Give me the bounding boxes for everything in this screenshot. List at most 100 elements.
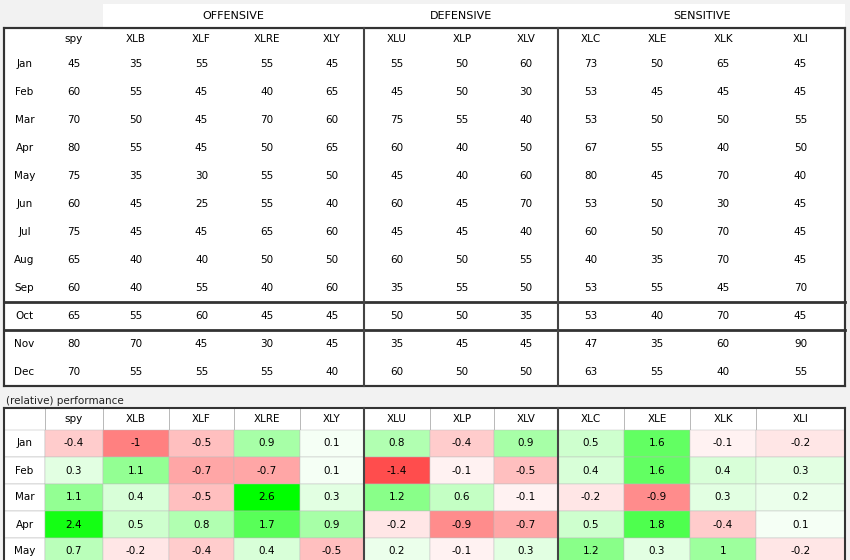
Text: Feb: Feb <box>15 465 34 475</box>
Text: XLK: XLK <box>713 34 733 44</box>
Text: -0.1: -0.1 <box>713 438 733 449</box>
Text: Oct: Oct <box>15 311 33 321</box>
Text: 45: 45 <box>195 339 208 349</box>
Text: 45: 45 <box>129 199 143 209</box>
Text: 35: 35 <box>390 339 404 349</box>
Text: 50: 50 <box>129 115 143 125</box>
Text: 0.5: 0.5 <box>128 520 144 530</box>
Text: 40: 40 <box>129 283 143 293</box>
Text: 45: 45 <box>794 59 808 69</box>
Text: 55: 55 <box>195 367 208 377</box>
Text: DEFENSIVE: DEFENSIVE <box>430 11 492 21</box>
Text: 40: 40 <box>326 367 338 377</box>
Text: Jan: Jan <box>16 438 32 449</box>
Text: 55: 55 <box>195 283 208 293</box>
Text: 70: 70 <box>794 283 807 293</box>
Text: 1.2: 1.2 <box>388 492 405 502</box>
Text: 80: 80 <box>67 143 81 153</box>
Text: spy: spy <box>65 34 83 44</box>
Text: 75: 75 <box>67 171 81 181</box>
Text: -0.1: -0.1 <box>516 492 536 502</box>
Text: 45: 45 <box>195 227 208 237</box>
Text: -1: -1 <box>131 438 141 449</box>
Text: 63: 63 <box>584 367 598 377</box>
Text: 1.1: 1.1 <box>65 492 82 502</box>
Text: 40: 40 <box>456 143 468 153</box>
Text: XLV: XLV <box>517 34 536 44</box>
Text: 45: 45 <box>456 199 468 209</box>
Text: XLI: XLI <box>792 34 808 44</box>
Text: 50: 50 <box>456 255 468 265</box>
Text: 53: 53 <box>584 311 598 321</box>
Text: -0.2: -0.2 <box>581 492 601 502</box>
Text: 0.4: 0.4 <box>128 492 144 502</box>
Text: XLC: XLC <box>581 414 601 424</box>
Text: 40: 40 <box>326 199 338 209</box>
Text: XLY: XLY <box>323 414 341 424</box>
Text: 45: 45 <box>195 143 208 153</box>
Text: 0.1: 0.1 <box>324 465 340 475</box>
Text: XLB: XLB <box>126 34 146 44</box>
Text: 45: 45 <box>195 115 208 125</box>
Text: 70: 70 <box>67 367 81 377</box>
Text: 60: 60 <box>717 339 729 349</box>
Text: 45: 45 <box>650 171 664 181</box>
Text: 60: 60 <box>585 227 598 237</box>
Text: 67: 67 <box>584 143 598 153</box>
Text: 53: 53 <box>584 283 598 293</box>
Text: -0.4: -0.4 <box>64 438 84 449</box>
Text: 40: 40 <box>456 171 468 181</box>
Text: 0.9: 0.9 <box>518 438 535 449</box>
Text: 45: 45 <box>390 227 404 237</box>
Text: 55: 55 <box>794 115 808 125</box>
Text: 80: 80 <box>67 339 81 349</box>
Text: 55: 55 <box>519 255 533 265</box>
Text: 30: 30 <box>519 87 533 97</box>
Text: 65: 65 <box>326 87 338 97</box>
Text: 50: 50 <box>519 283 533 293</box>
Text: 1.6: 1.6 <box>649 465 666 475</box>
Text: 50: 50 <box>326 171 338 181</box>
Text: spy: spy <box>65 414 83 424</box>
Text: 45: 45 <box>717 283 729 293</box>
Text: 45: 45 <box>260 311 274 321</box>
Text: 50: 50 <box>650 199 664 209</box>
Text: 35: 35 <box>390 283 404 293</box>
Text: Aug: Aug <box>14 255 35 265</box>
Text: 45: 45 <box>794 311 808 321</box>
Text: 45: 45 <box>129 227 143 237</box>
Text: 50: 50 <box>456 87 468 97</box>
Text: 60: 60 <box>390 367 404 377</box>
Text: 55: 55 <box>260 367 274 377</box>
Text: 50: 50 <box>519 143 533 153</box>
Text: 45: 45 <box>326 339 338 349</box>
Text: -0.2: -0.2 <box>790 547 811 557</box>
Text: 60: 60 <box>326 115 338 125</box>
Text: Apr: Apr <box>15 143 33 153</box>
Text: XLF: XLF <box>192 34 211 44</box>
Text: 40: 40 <box>794 171 807 181</box>
Text: XLV: XLV <box>517 414 536 424</box>
Text: 45: 45 <box>519 339 533 349</box>
Text: -0.7: -0.7 <box>257 465 277 475</box>
Text: 60: 60 <box>67 199 81 209</box>
Text: 60: 60 <box>67 87 81 97</box>
Text: 40: 40 <box>195 255 208 265</box>
Text: 0.2: 0.2 <box>792 492 808 502</box>
Text: 0.7: 0.7 <box>65 547 82 557</box>
Text: 50: 50 <box>456 311 468 321</box>
Text: 47: 47 <box>584 339 598 349</box>
Text: Jul: Jul <box>18 227 31 237</box>
Text: 45: 45 <box>794 199 808 209</box>
Text: 60: 60 <box>67 283 81 293</box>
Text: 50: 50 <box>650 59 664 69</box>
Text: (relative) performance: (relative) performance <box>6 396 124 406</box>
Text: 40: 40 <box>260 283 274 293</box>
Text: 55: 55 <box>456 283 468 293</box>
Text: 30: 30 <box>717 199 729 209</box>
Text: 50: 50 <box>456 59 468 69</box>
Text: 2.4: 2.4 <box>65 520 82 530</box>
Text: 40: 40 <box>519 227 533 237</box>
Text: 65: 65 <box>326 143 338 153</box>
Text: 60: 60 <box>326 283 338 293</box>
